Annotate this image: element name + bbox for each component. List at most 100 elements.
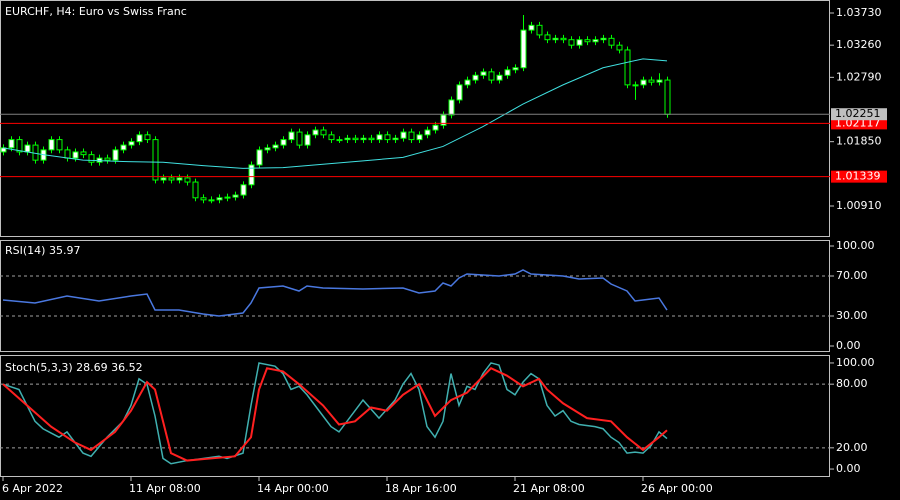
y-tick-label: 1.02790	[836, 70, 882, 83]
price-level-box	[831, 117, 887, 130]
candle-body	[304, 134, 311, 146]
candle-body	[616, 44, 623, 51]
candle-body	[152, 139, 159, 181]
x-tick-label: 18 Apr 16:00	[385, 482, 457, 495]
candle-body	[208, 199, 215, 202]
candle-body	[296, 131, 303, 146]
candle-body	[72, 151, 79, 159]
candle-body	[368, 137, 375, 141]
candle-body	[440, 114, 447, 126]
candle-body	[248, 164, 255, 186]
y-tick-label: 1.03260	[836, 38, 882, 51]
candle-body	[112, 149, 119, 161]
y-tick-label: 1.00910	[836, 199, 882, 212]
candle-body	[608, 37, 615, 46]
current-price-label: 1.02251	[835, 107, 881, 120]
candle-body	[192, 181, 199, 199]
candle-body	[120, 144, 127, 151]
candle-body	[16, 139, 23, 153]
candle-body	[168, 177, 175, 181]
candle-body	[136, 134, 143, 143]
candle-body	[528, 24, 535, 31]
candle-body	[200, 197, 207, 201]
candle-body	[552, 37, 559, 41]
candle-body	[272, 144, 279, 149]
x-tick-label: 26 Apr 00:00	[641, 482, 713, 495]
candle-body	[584, 39, 591, 43]
candle-body	[128, 141, 135, 146]
y-tick-label: 100.00	[836, 356, 875, 369]
candle-body	[176, 177, 183, 181]
candle-body	[184, 177, 191, 183]
candle-body	[280, 139, 287, 146]
candle-body	[8, 139, 15, 149]
candle-body	[376, 134, 383, 141]
candle-body	[352, 137, 359, 141]
current-price-box	[831, 108, 887, 121]
y-tick-label: 80.00	[836, 377, 868, 390]
candle-body	[400, 131, 407, 139]
rsi-panel-border	[0, 240, 830, 352]
stoch-title: Stoch(5,3,3) 28.69 36.52	[5, 361, 143, 374]
candle-body	[232, 194, 239, 198]
stoch-panel-border	[0, 355, 830, 477]
y-tick-label: 1.03730	[836, 6, 882, 19]
candle-body	[656, 79, 663, 83]
candle-body	[568, 39, 575, 46]
y-tick-label: 0.00	[836, 462, 861, 475]
candle-body	[560, 37, 567, 41]
candle-body	[224, 196, 231, 199]
candle-body	[496, 74, 503, 81]
candle-body	[520, 29, 527, 69]
y-tick-label: 100.00	[836, 239, 875, 252]
candle-body	[320, 129, 327, 136]
price-level-box	[831, 170, 887, 183]
candle-body	[472, 74, 479, 81]
x-tick-label: 6 Apr 2022	[2, 482, 63, 495]
candle-body	[256, 149, 263, 166]
rsi-title: RSI(14) 35.97	[5, 244, 80, 257]
candle-body	[416, 134, 423, 141]
candle-body	[512, 67, 519, 71]
candle-body	[328, 134, 335, 141]
indicator-line	[2, 367, 668, 462]
candle-body	[392, 137, 399, 141]
candle-body	[360, 137, 367, 141]
candle-body	[48, 139, 55, 151]
candle-body	[408, 131, 415, 141]
candle-body	[544, 34, 551, 41]
y-tick-label: 70.00	[836, 269, 868, 282]
candle-body	[456, 84, 463, 101]
candle-body	[480, 71, 487, 76]
candle-body	[624, 49, 631, 86]
candle-body	[488, 71, 495, 81]
moving-average	[2, 58, 668, 169]
y-tick-label: 30.00	[836, 309, 868, 322]
candle-body	[64, 149, 71, 159]
chart-title: EURCHF, H4: Euro vs Swiss Franc	[5, 5, 187, 18]
candle-body	[160, 177, 167, 181]
candle-body	[424, 129, 431, 136]
candle-body	[664, 79, 671, 115]
x-tick-label: 11 Apr 08:00	[129, 482, 201, 495]
candle-body	[312, 129, 319, 136]
candle-body	[432, 124, 439, 131]
candle-body	[464, 79, 471, 86]
candle-body	[640, 79, 647, 86]
candle-body	[144, 134, 151, 141]
candle-body	[336, 139, 343, 142]
indicator-line	[2, 362, 668, 465]
candle-body	[384, 134, 391, 141]
indicator-line	[2, 269, 668, 317]
x-tick-label: 21 Apr 08:00	[513, 482, 585, 495]
candle-body	[344, 137, 351, 141]
x-tick-label: 14 Apr 00:00	[257, 482, 329, 495]
candle-body	[536, 24, 543, 36]
y-tick-label: 20.00	[836, 441, 868, 454]
candle-body	[24, 144, 31, 153]
main-panel-border	[0, 0, 830, 237]
candle-body	[600, 37, 607, 41]
